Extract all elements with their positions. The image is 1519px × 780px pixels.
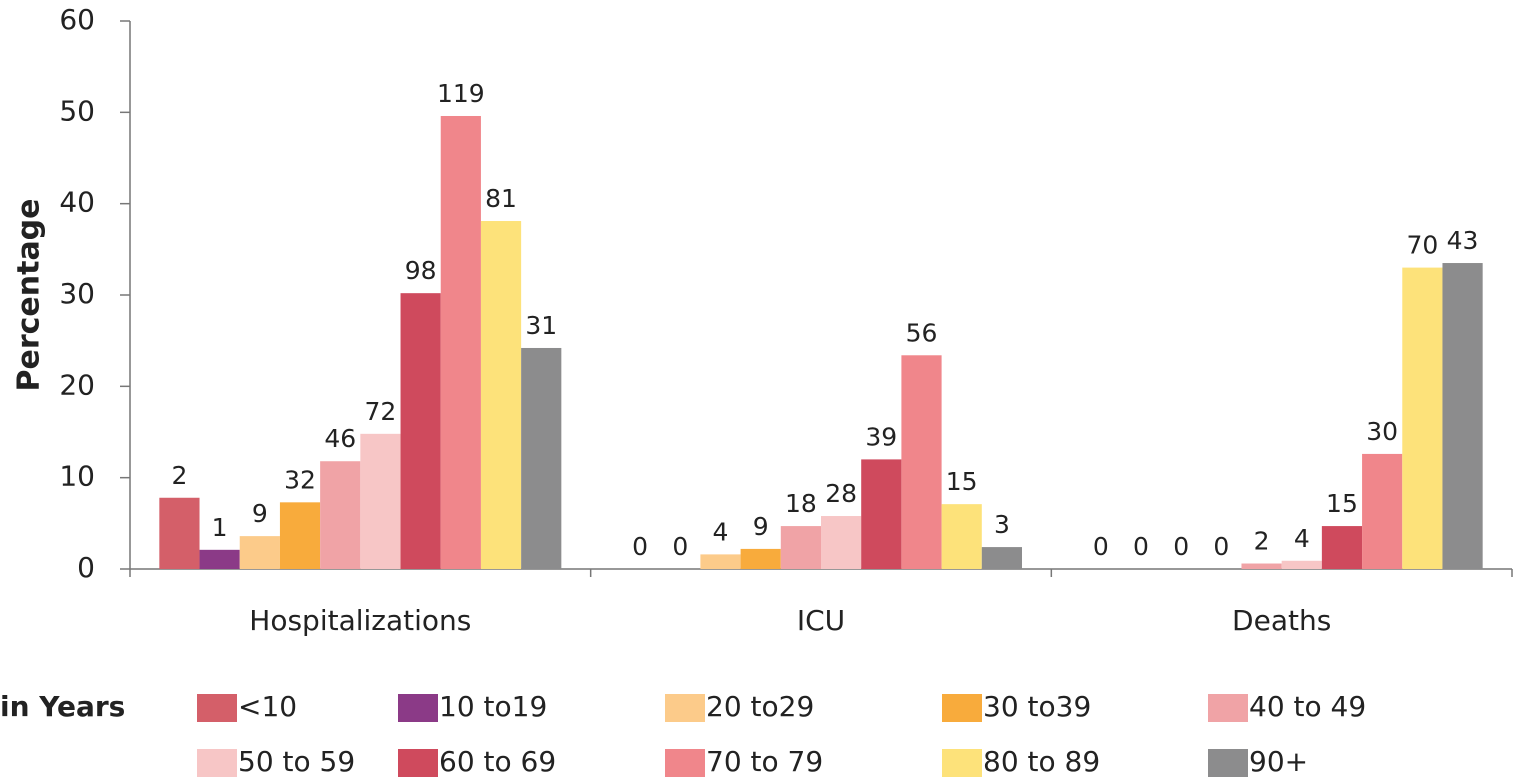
y-axis-label: Percentage (12, 198, 47, 391)
legend-swatch (398, 694, 438, 722)
y-tick-label: 60 (59, 3, 95, 36)
legend-swatch (197, 694, 237, 722)
legend-label: <10 (238, 690, 297, 723)
bar (981, 547, 1022, 569)
data-label: 4 (713, 517, 729, 546)
legend-label: 90+ (1249, 745, 1308, 778)
data-label: 39 (865, 422, 897, 451)
y-tick-label: 20 (59, 368, 95, 401)
legend-label: 30 to39 (983, 690, 1091, 723)
bar (1362, 453, 1403, 569)
data-label: 72 (365, 397, 397, 426)
bar (941, 504, 982, 569)
legend-swatch (197, 749, 237, 777)
bar (360, 433, 401, 569)
y-tick-label: 50 (59, 94, 95, 127)
legend-swatch (1208, 694, 1248, 722)
legend-swatch (942, 694, 982, 722)
bar (1321, 526, 1363, 569)
data-label: 56 (906, 318, 938, 347)
data-label: 0 (1213, 532, 1229, 561)
legend-swatch (665, 749, 705, 777)
legend-label: 40 to 49 (1249, 690, 1366, 723)
y-tick-label: 0 (77, 551, 95, 584)
data-label: 3 (994, 510, 1010, 539)
legend-swatch (665, 694, 705, 722)
data-label: 18 (785, 489, 817, 518)
bar (199, 549, 240, 569)
data-label: 0 (1093, 532, 1109, 561)
data-label: 15 (946, 467, 978, 496)
legend-label: 60 to 69 (439, 745, 556, 778)
y-tick-label: 40 (59, 186, 95, 219)
data-label: 9 (252, 499, 268, 528)
bar (521, 347, 562, 569)
data-label: 31 (525, 311, 557, 340)
bar (480, 221, 522, 569)
data-label: 2 (1254, 527, 1270, 556)
x-tick-label: Deaths (1232, 604, 1331, 637)
data-label: 15 (1326, 489, 1358, 518)
data-label: 0 (1173, 532, 1189, 561)
data-label: 30 (1366, 417, 1398, 446)
bar (239, 536, 280, 569)
bar (821, 516, 862, 569)
bar (901, 355, 942, 569)
bar (700, 554, 741, 569)
bar (159, 497, 200, 569)
bar (1402, 267, 1443, 569)
bar (1281, 560, 1322, 569)
data-label: 28 (825, 479, 857, 508)
legend-label: 20 to29 (706, 690, 814, 723)
bar (1442, 263, 1483, 569)
data-label: 70 (1406, 231, 1438, 260)
bar (279, 502, 321, 569)
bar (320, 461, 361, 569)
data-label: 46 (324, 424, 356, 453)
data-label: 32 (284, 465, 316, 494)
data-label: 81 (485, 184, 517, 213)
data-label: 2 (171, 461, 187, 490)
legend-swatch (398, 749, 438, 777)
data-label: 9 (753, 512, 769, 541)
legend-swatch (942, 749, 982, 777)
bar (1241, 563, 1282, 569)
legend-label: 80 to 89 (983, 745, 1100, 778)
data-label: 4 (1294, 524, 1310, 553)
y-tick-label: 10 (59, 460, 95, 493)
bar (440, 115, 481, 569)
data-label: 0 (672, 532, 688, 561)
legend-label: 50 to 59 (238, 745, 355, 778)
data-label: 1 (212, 513, 228, 542)
data-label: 43 (1447, 226, 1479, 255)
bar (400, 293, 441, 569)
bar (740, 548, 781, 569)
data-label: 0 (632, 532, 648, 561)
legend-label: 70 to 79 (706, 745, 823, 778)
bar (861, 459, 902, 569)
legend-swatch (1208, 749, 1248, 777)
x-tick-label: Hospitalizations (249, 604, 471, 637)
data-label: 0 (1133, 532, 1149, 561)
legend-title: in Years (0, 690, 125, 723)
x-tick-label: ICU (797, 604, 845, 637)
legend-label: 10 to19 (439, 690, 547, 723)
data-label: 119 (437, 79, 485, 108)
bar (780, 526, 821, 569)
y-tick-label: 30 (59, 277, 95, 310)
data-label: 98 (405, 256, 437, 285)
